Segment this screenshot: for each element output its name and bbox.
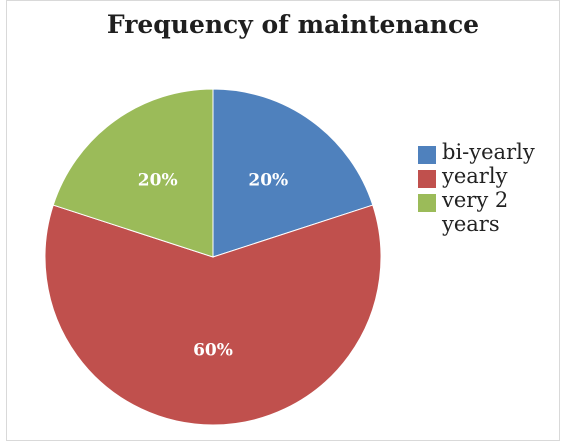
pie-slice-very-2-years <box>52 88 214 258</box>
legend-label-yearly: yearly <box>442 164 508 188</box>
pie-slice-bi-yearly <box>212 88 374 258</box>
legend: bi-yearly yearly very 2 years <box>418 140 558 236</box>
legend-swatch-bi-yearly <box>418 146 436 164</box>
data-label-very-2-years: 20% <box>138 170 178 190</box>
legend-item-yearly: yearly <box>418 164 558 188</box>
legend-swatch-very-2-years <box>418 194 436 212</box>
pie-slice-yearly <box>44 204 382 426</box>
legend-label-bi-yearly: bi-yearly <box>442 140 535 164</box>
legend-item-very-2-years: very 2 years <box>418 188 558 236</box>
chart-title: Frequency of maintenance <box>106 10 480 39</box>
legend-swatch-yearly <box>418 170 436 188</box>
legend-item-bi-yearly: bi-yearly <box>418 140 558 164</box>
data-label-bi-yearly: 20% <box>248 170 288 190</box>
legend-label-very-2-years: very 2 years <box>442 188 509 236</box>
data-label-yearly: 60% <box>193 341 233 361</box>
